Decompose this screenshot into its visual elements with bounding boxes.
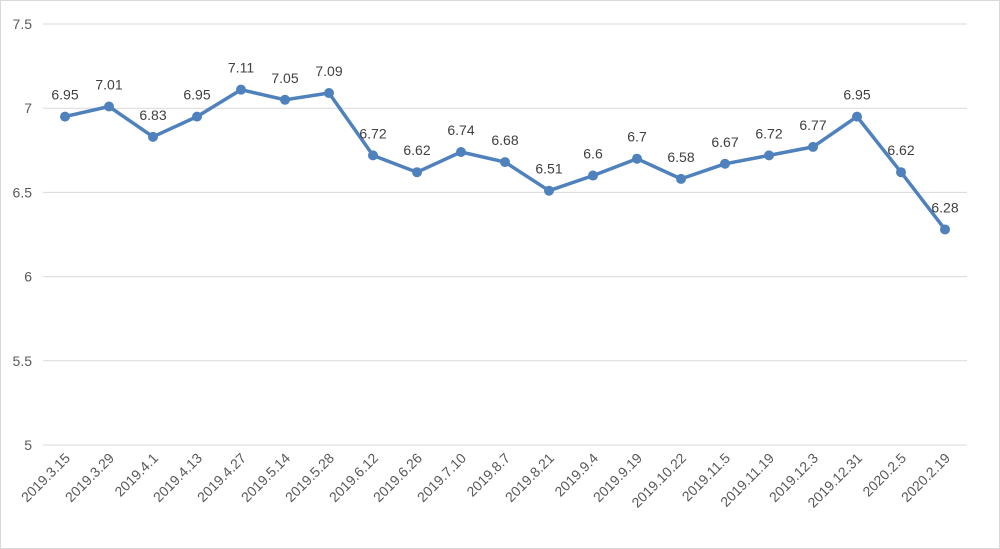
- data-label: 6.62: [887, 142, 914, 158]
- data-point: [808, 141, 818, 152]
- data-label: 6.58: [667, 149, 694, 165]
- y-axis-ticks: 5 5.5 6 6.5 7 7.5: [13, 16, 33, 453]
- data-label: 7.09: [315, 63, 342, 79]
- data-label: 6.95: [183, 87, 210, 103]
- data-point: [60, 111, 70, 122]
- data-label: 7.11: [228, 60, 254, 76]
- data-label: 6.51: [535, 161, 562, 177]
- data-label: 6.95: [51, 87, 78, 103]
- x-tick-label: 2019.8.21: [502, 450, 558, 506]
- data-point: [280, 94, 290, 105]
- data-label: 6.77: [799, 117, 826, 133]
- x-tick-label: 2019.7.10: [414, 450, 470, 506]
- x-tick-label: 2020.2.19: [898, 450, 954, 506]
- data-point: [456, 146, 466, 157]
- data-point: [632, 153, 642, 164]
- data-point: [676, 173, 686, 184]
- y-tick-label: 7.5: [13, 16, 33, 32]
- gridlines: [43, 23, 967, 446]
- y-tick-label: 6: [24, 269, 32, 285]
- data-point: [588, 170, 598, 181]
- data-point: [236, 84, 246, 95]
- data-point: [324, 88, 334, 99]
- data-point: [368, 150, 378, 161]
- data-point: [500, 157, 510, 168]
- data-point: [852, 111, 862, 122]
- data-label: 6.6: [583, 146, 603, 162]
- y-tick-label: 5: [24, 437, 32, 453]
- data-point: [720, 158, 730, 169]
- data-label: 6.67: [711, 134, 738, 150]
- data-points: [60, 84, 950, 235]
- data-label: 6.7: [627, 129, 647, 145]
- data-point: [104, 101, 114, 112]
- data-label: 6.72: [755, 125, 782, 141]
- data-label: 6.72: [359, 125, 386, 141]
- data-label: 6.62: [403, 142, 430, 158]
- y-tick-label: 5.5: [13, 353, 33, 369]
- data-label: 6.68: [491, 132, 518, 148]
- data-label: 6.28: [931, 199, 958, 215]
- data-labels: 6.95 7.01 6.83 6.95 7.11 7.05 7.09 6.72 6.62 6.74…: [51, 60, 958, 216]
- data-point: [544, 185, 554, 196]
- data-label: 7.01: [95, 77, 122, 93]
- data-label: 6.83: [139, 107, 166, 123]
- x-axis-ticks: 2019.3.152019.3.292019.4.12019.4.132019.…: [18, 450, 954, 511]
- data-label: 6.95: [843, 87, 870, 103]
- data-point: [764, 150, 774, 161]
- x-tick-label: 2019.3.29: [62, 450, 118, 506]
- data-label: 7.05: [271, 70, 298, 86]
- data-point: [192, 111, 202, 122]
- y-tick-label: 7: [24, 100, 32, 116]
- data-point: [940, 224, 950, 235]
- data-label: 6.74: [447, 122, 474, 138]
- y-tick-label: 6.5: [13, 184, 33, 200]
- data-point: [896, 167, 906, 178]
- data-point: [412, 167, 422, 178]
- data-point: [148, 131, 158, 142]
